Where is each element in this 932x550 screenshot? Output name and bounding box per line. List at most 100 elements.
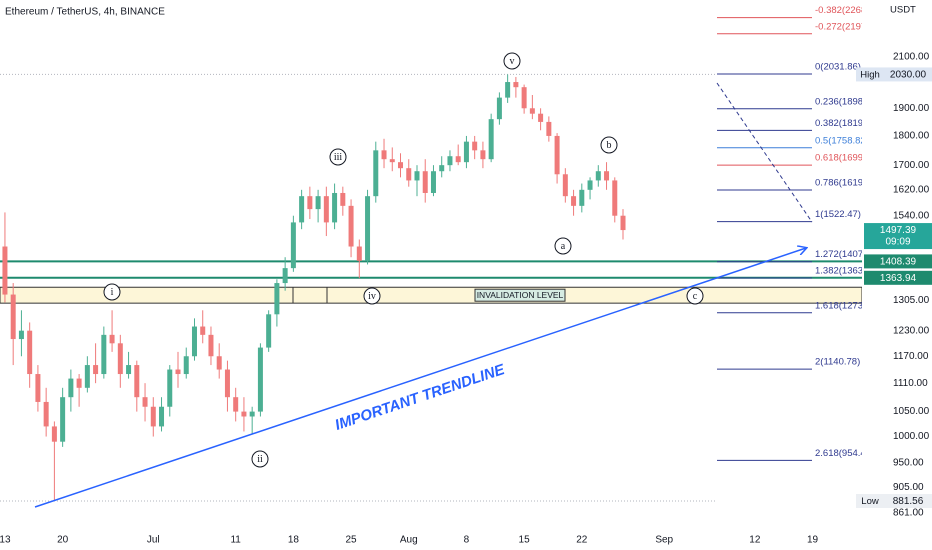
price-tag: [884, 494, 932, 509]
fib-label: 1.618(1273.75): [815, 300, 879, 311]
fib-label: 0.236(1898.07): [815, 96, 879, 107]
candle-body: [249, 411, 255, 417]
tag-name: Low: [861, 496, 879, 507]
candle-body: [191, 326, 197, 357]
fib-label: 1(1522.47): [815, 209, 861, 220]
candle-body: [447, 156, 453, 166]
candle-body: [529, 108, 535, 114]
candle-body: [323, 196, 329, 223]
y-tick-label: 1050.00: [893, 406, 930, 417]
y-tick-label: 1800.00: [893, 131, 930, 142]
x-tick-label: 11: [230, 535, 241, 546]
candle-body: [159, 406, 165, 427]
wave-circle: [600, 136, 618, 154]
candle-body: [142, 397, 148, 407]
time-axis: [0, 530, 932, 550]
candle-body: [2, 246, 8, 295]
y-tick-label: 1620.00: [893, 184, 930, 195]
tag-name: High: [860, 69, 880, 80]
candle-body: [422, 171, 428, 193]
candle-body: [208, 334, 214, 357]
candle-body: [521, 87, 527, 109]
candle-body: [430, 171, 436, 193]
chart-title: Ethereum / TetherUS, 4h, BINANCE: [5, 7, 165, 18]
candle-body: [117, 343, 123, 375]
x-tick-label: 19: [807, 535, 819, 546]
wave-label: i: [111, 287, 114, 298]
wave-label: c: [693, 291, 698, 302]
wave-circle: [554, 237, 572, 255]
candle-body: [290, 222, 296, 269]
price-tag-label: 1408.39: [880, 257, 917, 268]
candle-body: [332, 192, 338, 223]
fib-label: 1.272(1407.52): [815, 249, 879, 260]
fib-label: 0.618(1699.93): [815, 153, 879, 164]
fib-label: 0(2031.86): [815, 61, 861, 72]
candle-body: [587, 180, 593, 190]
candle-body: [604, 171, 610, 181]
fib-label: 0.382(1819.75): [815, 118, 879, 129]
wave-label: v: [510, 56, 515, 67]
x-tick-label: Sep: [655, 535, 673, 546]
price-tag-label: 1497.39: [880, 225, 917, 236]
invalidation-zone: [0, 286, 863, 304]
wave-label: iv: [368, 291, 376, 302]
candle-body: [365, 196, 371, 261]
candle-body: [562, 174, 568, 197]
y-tick-label: 1900.00: [893, 103, 930, 114]
x-tick-label: 13: [0, 535, 11, 546]
candle-body: [274, 283, 280, 315]
x-tick-label: 20: [57, 535, 69, 546]
candle-body: [167, 369, 173, 407]
candle-body: [51, 426, 57, 442]
candle-body: [505, 82, 511, 98]
x-tick-label: 15: [519, 535, 531, 546]
candle-body: [60, 397, 66, 442]
zone-label-box: [474, 288, 566, 302]
candle-body: [389, 159, 395, 163]
wave-label: a: [561, 241, 566, 252]
candle-body: [200, 326, 206, 335]
candle-body: [579, 189, 585, 206]
fib-label: 0.786(1619.47): [815, 177, 879, 188]
price-tag-label: 881.56: [893, 496, 924, 507]
candle-body: [101, 334, 107, 375]
candle-body: [134, 365, 140, 398]
candle-body: [546, 121, 552, 136]
candle-body: [233, 397, 239, 412]
candle-body: [27, 330, 33, 375]
candle-body: [183, 356, 189, 375]
candle-body: [84, 365, 90, 388]
fib-label: 0.5(1758.82): [815, 135, 869, 146]
candle-body: [307, 196, 313, 210]
candle-body: [348, 205, 354, 247]
y-tick-label: 905.00: [893, 482, 924, 493]
wave-circle: [251, 450, 269, 468]
candle-body: [224, 369, 230, 398]
candle-body: [595, 171, 601, 181]
candle-body: [406, 168, 412, 181]
candle-body: [76, 378, 82, 388]
projection-line: [716, 82, 813, 223]
price-tag: [864, 223, 932, 250]
candle-body: [126, 365, 132, 375]
candle-body: [414, 171, 420, 181]
y-tick-label: 1540.00: [893, 210, 930, 221]
price-tag-label: 1363.94: [880, 273, 917, 284]
candle-body: [257, 347, 263, 412]
y-tick-label: 950.00: [893, 457, 924, 468]
candle-body: [35, 374, 41, 402]
zone-label: INVALIDATION LEVEL: [477, 290, 564, 300]
candle-body: [612, 180, 618, 216]
fib-label: 2(1140.78): [815, 357, 860, 368]
x-tick-label: Aug: [400, 535, 418, 546]
candle-body: [496, 97, 502, 120]
y-tick-label: 2100.00: [893, 52, 930, 63]
candle-body: [381, 150, 387, 160]
candle-body: [315, 196, 321, 210]
candle-body: [340, 192, 346, 206]
candle-body: [538, 113, 544, 122]
price-tag-sub: 09:09: [885, 237, 910, 248]
x-tick-label: 22: [576, 535, 588, 546]
candle-body: [18, 330, 24, 340]
